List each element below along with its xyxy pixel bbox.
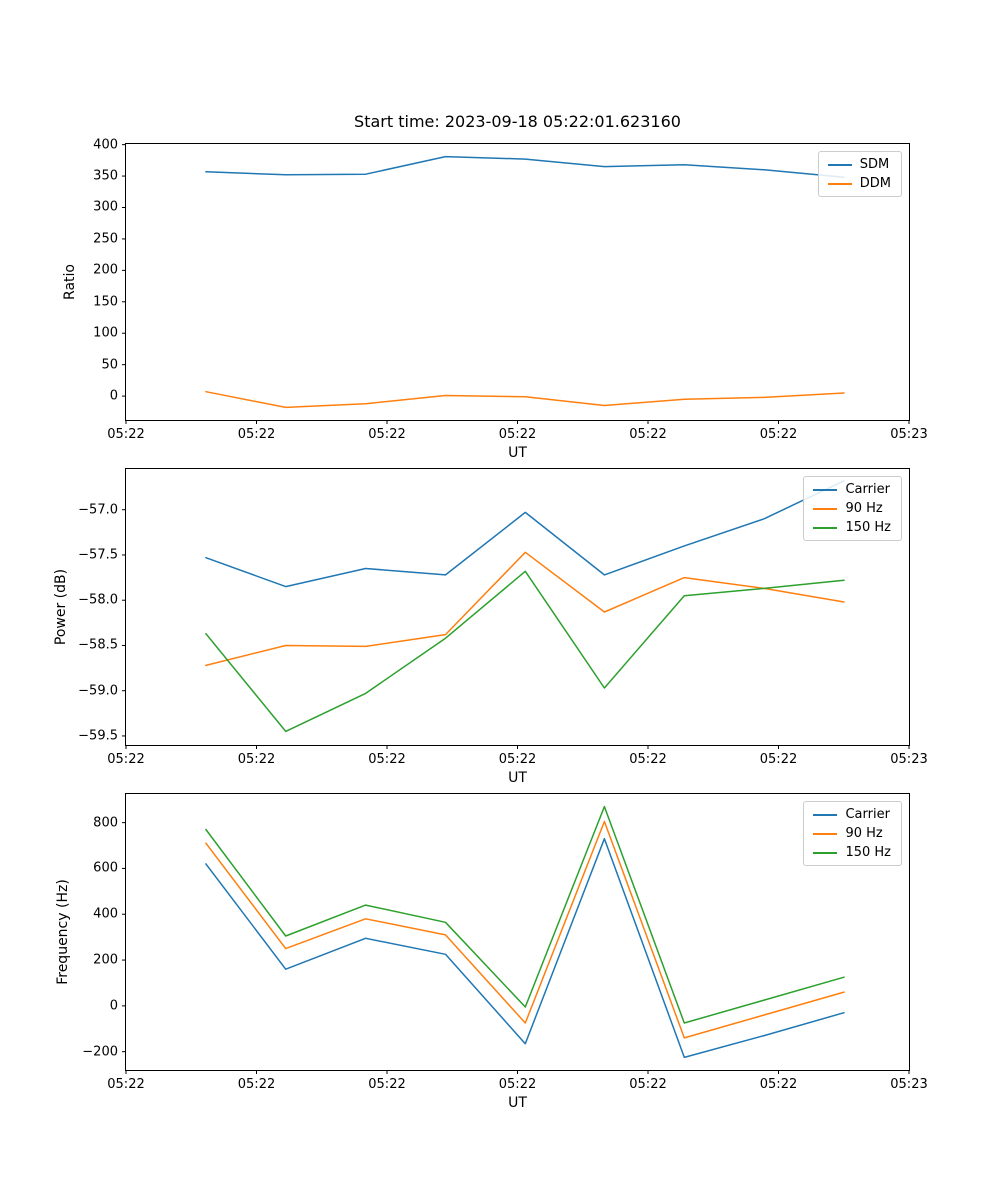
x-tick-label: 05:23 <box>890 1077 928 1092</box>
y-axis-label-ratio: Ratio <box>62 264 78 300</box>
legend-item: Carrier <box>813 483 891 496</box>
x-tick-label: 05:22 <box>237 752 276 767</box>
legend-item: Carrier <box>813 808 891 821</box>
series-line-90-hz <box>205 820 845 1039</box>
legend-item: 150 Hz <box>813 846 891 859</box>
y-tick-label: −59.0 <box>78 683 118 699</box>
legend-line-swatch <box>813 488 838 491</box>
x-tick-label: 05:22 <box>629 1077 667 1092</box>
x-tick-label: 05:22 <box>368 427 406 442</box>
frequency-subplot: Frequency (Hz) Carrier 90 Hz 150 Hz 05:22 0… <box>55 793 928 1111</box>
y-axis-label-frequency: Frequency (Hz) <box>55 879 71 985</box>
y-tick-label: 150 <box>93 294 118 310</box>
x-axis-label-ratio: UT <box>508 445 527 461</box>
y-axis-label-power: Power (dB) <box>53 568 69 646</box>
x-tick-label: 05:22 <box>107 427 145 442</box>
series-line-carrier <box>205 480 845 588</box>
y-tick-label: 600 <box>93 860 118 876</box>
y-tick-label: 400 <box>93 906 118 922</box>
legend-line-swatch <box>813 813 838 816</box>
ratio-plot-canvas <box>122 144 910 424</box>
plot-area-power: Carrier 90 Hz 150 Hz 05:22 05:22 05:22 05:22 0… <box>78 468 928 767</box>
legend-line-swatch <box>827 163 852 166</box>
x-tick-label: 05:22 <box>107 1077 145 1092</box>
plot-area-frequency: Carrier 90 Hz 150 Hz 05:22 05:22 05:22 05:22 0… <box>82 793 928 1092</box>
x-tick-label: 05:22 <box>629 427 667 442</box>
legend-label: 150 Hz <box>845 520 891 535</box>
legend-line-swatch <box>813 526 838 529</box>
x-tick-label: 05:22 <box>498 1077 537 1092</box>
series-line-150-hz <box>205 805 845 1024</box>
x-tick-label: 05:22 <box>759 752 798 767</box>
y-tick-label: 800 <box>93 815 118 831</box>
series-line-sdm <box>205 155 845 179</box>
x-tick-label: 05:22 <box>498 752 537 767</box>
legend-line-swatch <box>813 851 838 854</box>
y-tick-label: −200 <box>82 1044 118 1060</box>
x-tick-label: 05:22 <box>107 752 145 767</box>
legend-line-swatch <box>827 182 852 185</box>
y-tick-label: 250 <box>93 231 118 247</box>
x-tick-label: 05:23 <box>890 752 928 767</box>
y-tick-label: 200 <box>93 952 118 968</box>
legend-line-swatch <box>813 507 838 510</box>
frequency-plot-canvas <box>122 805 910 1074</box>
ratio-subplot: Start time: 2023-09-18 05:22:01.623160 R… <box>62 112 928 461</box>
y-tick-label: −59.5 <box>78 728 118 744</box>
y-tick-label: −58.0 <box>78 592 118 608</box>
legend-label: SDM <box>859 157 890 172</box>
legend-item: 150 Hz <box>813 521 891 534</box>
x-tick-label: 05:22 <box>629 752 667 767</box>
x-tick-label: 05:22 <box>759 1077 798 1092</box>
series-line-90-hz <box>205 551 845 667</box>
power-plot-canvas <box>122 480 910 749</box>
legend-label: Carrier <box>845 482 890 497</box>
series-line-carrier <box>205 837 845 1059</box>
x-tick-label: 05:22 <box>237 1077 276 1092</box>
plot-area-ratio: SDM DDM 05:22 05:22 05:22 05:22 05:22 05:22 05:… <box>93 137 928 442</box>
power-subplot: Power (dB) Carrier 90 Hz 150 Hz 05:22 05:22… <box>53 468 928 786</box>
legend-label: 90 Hz <box>845 501 883 516</box>
legend-item: 90 Hz <box>813 827 891 840</box>
y-tick-label: 50 <box>101 357 118 373</box>
x-tick-label: 05:22 <box>368 1077 406 1092</box>
x-tick-label: 05:22 <box>498 427 537 442</box>
y-tick-label: 350 <box>93 168 118 184</box>
x-tick-label: 05:23 <box>890 427 928 442</box>
figure-title: Start time: 2023-09-18 05:22:01.623160 <box>354 112 681 131</box>
y-tick-label: 300 <box>93 199 118 215</box>
y-tick-label: −57.0 <box>78 502 118 518</box>
legend-frequency: Carrier 90 Hz 150 Hz <box>803 801 902 866</box>
y-tick-label: −58.5 <box>78 637 118 653</box>
y-tick-label: 200 <box>93 262 118 278</box>
series-line-ddm <box>205 390 845 409</box>
y-tick-label: 400 <box>93 137 118 153</box>
legend-power: Carrier 90 Hz 150 Hz <box>803 476 902 541</box>
legend-label: DDM <box>859 176 891 191</box>
legend-label: Carrier <box>845 807 890 822</box>
series-line-150-hz <box>205 570 845 733</box>
legend-line-swatch <box>813 832 838 835</box>
legend-label: 90 Hz <box>845 826 883 841</box>
x-axis-label-frequency: UT <box>508 1095 527 1111</box>
legend-item: DDM <box>827 176 891 191</box>
x-tick-label: 05:22 <box>237 427 276 442</box>
legend-ratio: SDM DDM <box>817 151 902 197</box>
x-axis-label-power: UT <box>508 770 527 786</box>
legend-item: SDM <box>827 157 891 172</box>
legend-label: 150 Hz <box>845 845 891 860</box>
y-tick-label: 0 <box>109 388 118 404</box>
y-tick-label: −57.5 <box>78 547 118 563</box>
y-tick-label: 0 <box>109 998 118 1014</box>
x-tick-label: 05:22 <box>759 427 798 442</box>
legend-item: 90 Hz <box>813 502 891 515</box>
y-tick-label: 100 <box>93 325 118 341</box>
x-tick-label: 05:22 <box>368 752 406 767</box>
